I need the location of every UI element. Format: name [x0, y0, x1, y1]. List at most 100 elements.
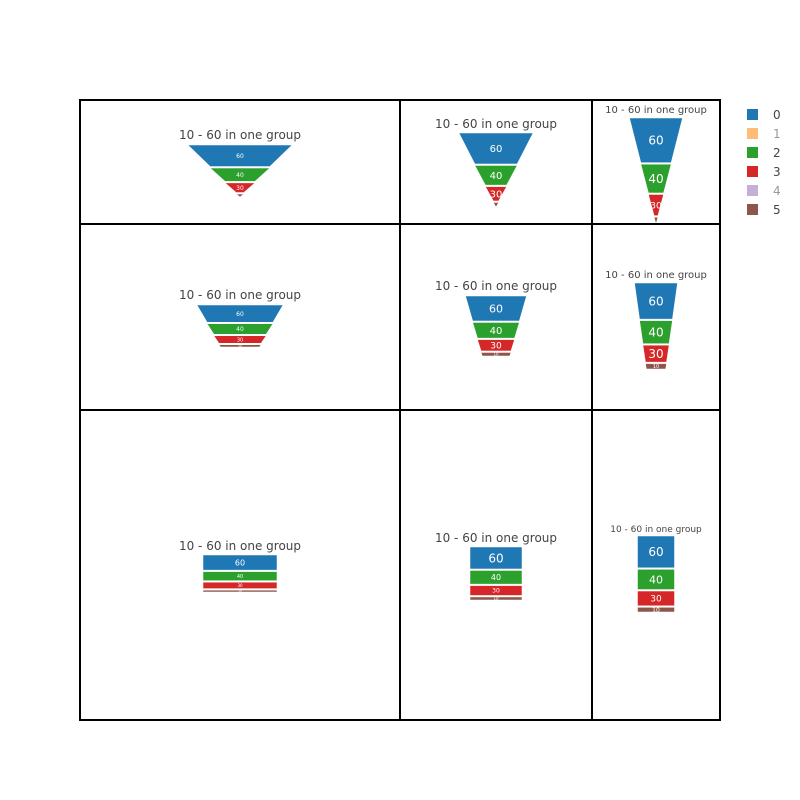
funnel-segment-label: 10 — [238, 344, 242, 348]
legend-item-0[interactable]: 0 — [747, 108, 781, 122]
funnel-segment-label: 60 — [489, 302, 503, 315]
funnel-group-title: 10 - 60 in one group — [610, 525, 702, 535]
legend-label: 1 — [773, 127, 781, 141]
funnel-group-title: 10 - 60 in one group — [605, 105, 707, 116]
funnel-segment-30[interactable] — [224, 182, 256, 193]
funnel-group-title: 10 - 60 in one group — [179, 128, 301, 142]
funnel-segment-label: 10 — [653, 364, 659, 370]
funnel-segment-label: 40 — [491, 573, 501, 582]
funnel-segment-60[interactable] — [458, 132, 534, 165]
funnel-segment-label: 60 — [488, 551, 503, 565]
funnel-panel-r2-c2: 10 - 60 in one group 60 40 30 10 — [591, 409, 721, 721]
funnel-segment-10[interactable] — [202, 589, 278, 593]
funnel-segment-40[interactable] — [640, 163, 672, 194]
legend-label: 3 — [773, 165, 781, 179]
funnel-segment-label: 40 — [490, 171, 503, 182]
funnel-segment-60[interactable] — [634, 282, 678, 320]
funnel-segment-label: 30 — [650, 595, 662, 605]
funnel-segment-label: 40 — [648, 325, 663, 339]
funnel-segment-label: 40 — [648, 172, 663, 186]
funnel-group-title: 10 - 60 in one group — [435, 531, 557, 545]
funnel-segment-60[interactable] — [637, 535, 675, 569]
funnel-segment-60[interactable] — [629, 117, 683, 163]
funnel-segment-10[interactable] — [235, 193, 245, 198]
funnel-segment-30[interactable] — [213, 335, 267, 344]
legend-swatch — [747, 204, 758, 215]
funnel-segment-10[interactable] — [480, 352, 512, 357]
funnel-segment-30[interactable] — [642, 344, 670, 363]
funnel-segment-label: 60 — [235, 558, 245, 567]
legend-item-2[interactable]: 2 — [747, 146, 781, 160]
funnel-segment-10[interactable] — [469, 596, 523, 601]
legend-label: 2 — [773, 146, 781, 160]
legend-item-3[interactable]: 3 — [747, 165, 781, 179]
funnel-segment-label: 10 — [493, 352, 499, 357]
funnel-segment-10[interactable] — [492, 202, 500, 208]
funnel-segment-label: 30 — [650, 201, 662, 211]
funnel-segment-label: 30 — [648, 347, 663, 361]
funnel-segment-40[interactable] — [206, 323, 274, 335]
funnel-group-title: 10 - 60 in one group — [435, 117, 557, 131]
funnel-segment-40[interactable] — [639, 320, 673, 344]
legend-item-1[interactable]: 1 — [747, 127, 781, 141]
funnel-segment-label: 40 — [649, 573, 663, 586]
funnel-segment-label: 60 — [648, 545, 663, 559]
funnel-segment-10[interactable] — [653, 216, 659, 225]
legend-label: 0 — [773, 108, 781, 122]
legend-item-4[interactable]: 4 — [747, 184, 781, 198]
funnel-group-title: 10 - 60 in one group — [605, 270, 707, 281]
funnel-segment-30[interactable] — [485, 186, 507, 202]
funnel-segment-10[interactable] — [637, 607, 675, 613]
funnel-segment-label: 60 — [648, 134, 663, 148]
funnel-segment-label: 30 — [492, 588, 500, 595]
funnel-segment-40[interactable] — [472, 322, 520, 339]
funnel-segment-label: 30 — [237, 337, 243, 343]
funnel-segment-label: 10 — [493, 596, 499, 601]
panel-border — [591, 409, 721, 721]
legend-swatch — [747, 128, 758, 139]
funnel-segment-60[interactable] — [187, 144, 293, 167]
funnel-segment-label: 10 — [652, 607, 660, 614]
legend-label: 4 — [773, 184, 781, 198]
funnel-segment-label: 60 — [490, 144, 503, 155]
funnel-segment-label: 40 — [237, 574, 243, 580]
funnel-segment-label: 30 — [237, 583, 243, 588]
funnel-segment-10[interactable] — [645, 363, 667, 370]
funnel-segment-60[interactable] — [469, 546, 523, 570]
funnel-panel-r0-c0: 10 - 60 in one group 60 40 30 — [79, 99, 401, 225]
funnel-segment-60[interactable] — [196, 304, 284, 323]
funnel-panel-r0-c1: 10 - 60 in one group 60 40 30 — [399, 99, 593, 225]
legend-swatch — [747, 185, 758, 196]
funnel-group-title: 10 - 60 in one group — [435, 279, 557, 293]
legend-swatch — [747, 109, 758, 120]
funnel-segment-10[interactable] — [218, 344, 262, 348]
funnel-segment-40[interactable] — [469, 570, 523, 585]
funnel-segment-30[interactable] — [202, 581, 278, 589]
legend-swatch — [747, 166, 758, 177]
funnel-segment-30[interactable] — [469, 585, 523, 596]
panels-layer: 10 - 60 in one group 60 40 30 10 - 60 in one… — [79, 99, 721, 721]
funnel-segment-40[interactable] — [202, 571, 278, 581]
funnel-segment-label: 30 — [236, 185, 244, 192]
funnel-panel-r1-c2: 10 - 60 in one group 60 40 30 10 — [591, 223, 721, 411]
legend-swatch — [747, 147, 758, 158]
funnel-segment-label: 30 — [490, 189, 503, 200]
funnel-segment-30[interactable] — [637, 590, 675, 607]
funnel-segment-label: 60 — [236, 311, 244, 318]
funnel-segment-40[interactable] — [474, 165, 518, 186]
funnel-segment-30[interactable] — [477, 339, 515, 352]
legend[interactable]: 0 1 2 3 4 5 — [747, 108, 781, 217]
funnel-segment-label: 60 — [648, 294, 663, 308]
legend-item-5[interactable]: 5 — [747, 203, 781, 217]
funnel-segment-60[interactable] — [465, 295, 527, 322]
funnel-segment-label: 30 — [490, 342, 502, 352]
funnel-segment-40[interactable] — [209, 167, 271, 182]
funnel-segment-40[interactable] — [637, 569, 675, 590]
funnel-segment-60[interactable] — [202, 554, 278, 571]
funnel-segment-30[interactable] — [648, 194, 664, 216]
